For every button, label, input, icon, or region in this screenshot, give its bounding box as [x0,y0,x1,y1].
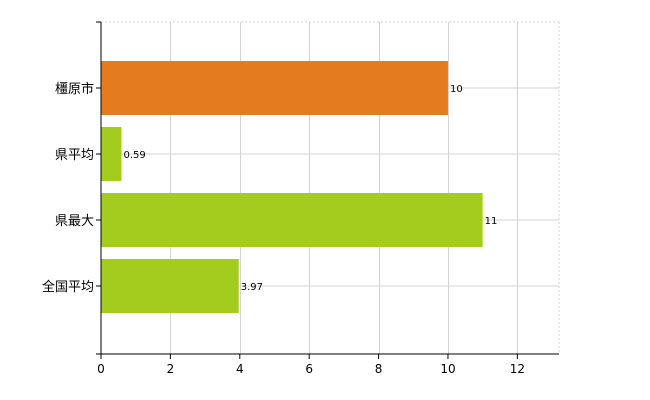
x-tick-label: 0 [97,362,105,376]
x-tick-label: 12 [510,362,525,376]
category-label-3: 全国平均 [42,279,94,295]
bar-0 [101,61,448,115]
x-tick-label: 4 [236,362,244,376]
axes [100,22,559,355]
x-tick-label: 8 [375,362,383,376]
category-label-0: 橿原市 [55,81,94,97]
category-label-2: 県最大 [55,214,94,229]
bars [101,61,483,313]
data-label-3: 3.97 [241,282,263,293]
x-tick-label: 10 [440,362,455,376]
bar-1 [101,127,122,181]
x-tick-label: 2 [167,362,175,376]
category-label-1: 県平均 [55,148,94,163]
data-label-1: 0.59 [123,150,145,161]
bar-3 [101,259,239,313]
x-tick-label: 6 [305,362,313,376]
data-label-2: 11 [485,216,498,227]
x-axis-ticks: 0 2 4 6 8 10 12 [97,354,525,376]
data-label-0: 10 [450,84,463,95]
data-labels: 10 0.59 11 3.97 [123,84,497,293]
bar-2 [101,193,483,247]
